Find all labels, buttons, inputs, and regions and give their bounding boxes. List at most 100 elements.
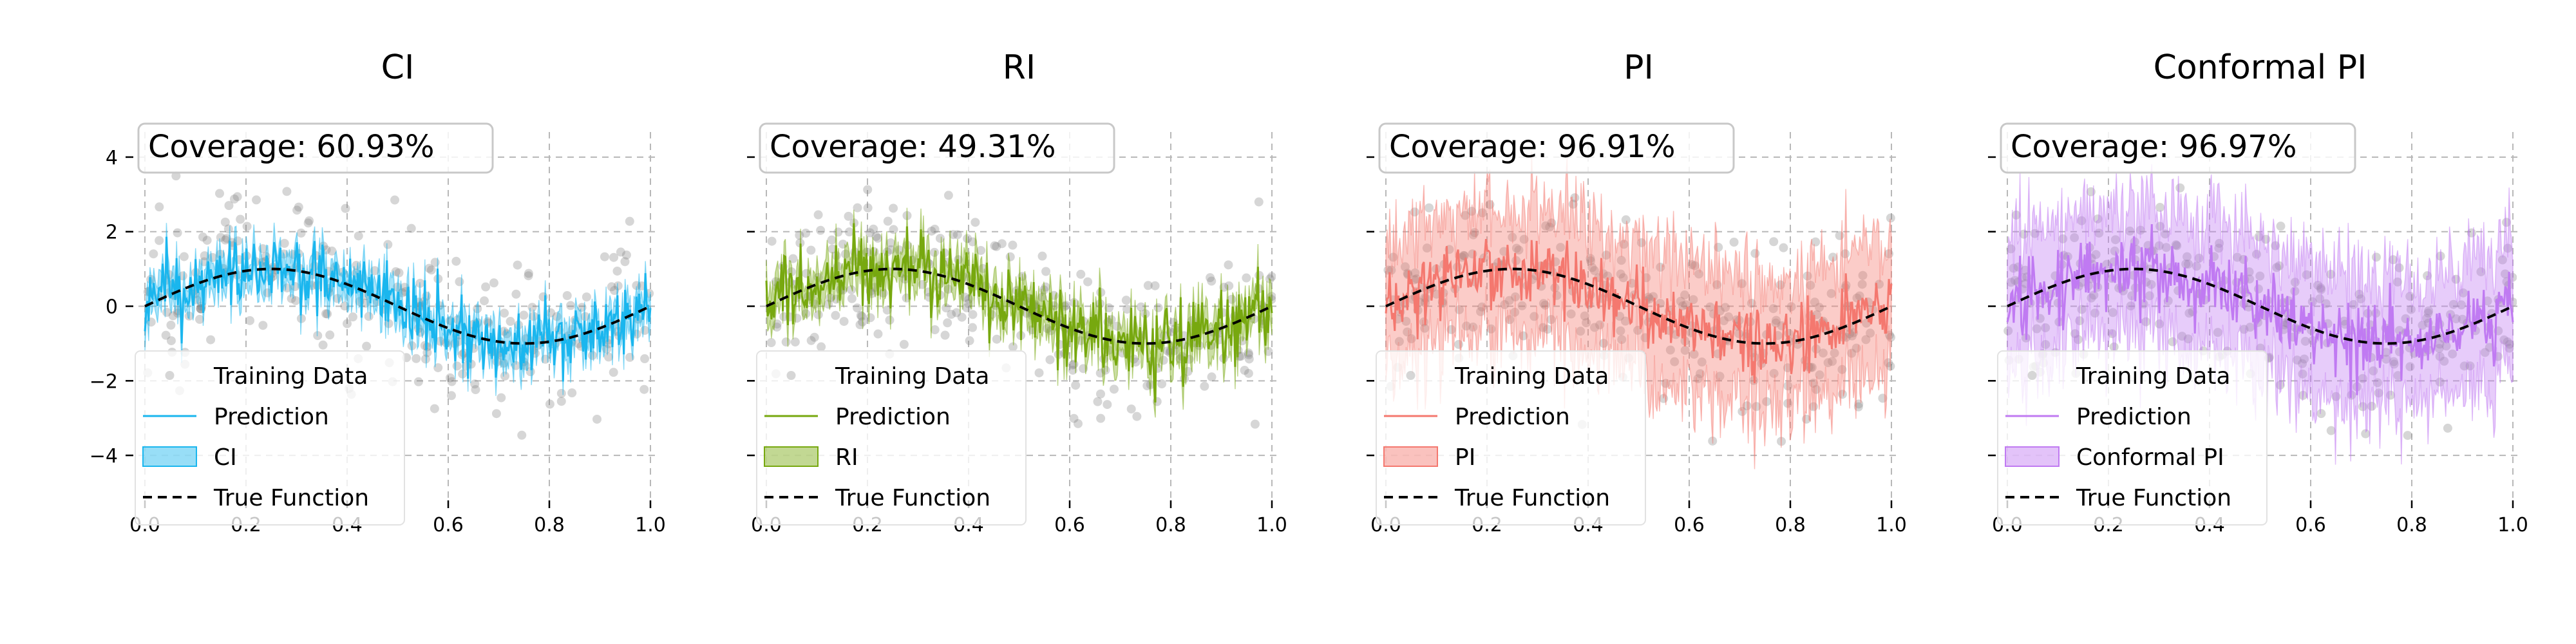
training-data-point bbox=[1783, 381, 1793, 391]
legend-label: True Function bbox=[835, 485, 990, 511]
training-data-point bbox=[2354, 289, 2364, 299]
training-data-point bbox=[524, 271, 533, 281]
training-data-point bbox=[2367, 401, 2376, 411]
training-data-point bbox=[184, 311, 194, 321]
training-data-point bbox=[506, 317, 515, 327]
training-data-point bbox=[863, 185, 873, 194]
panel-title: RI bbox=[1003, 48, 1036, 87]
training-data-point bbox=[2290, 278, 2300, 287]
training-data-point bbox=[340, 301, 350, 311]
training-data-point bbox=[2316, 283, 2325, 293]
training-data-point bbox=[2326, 426, 2336, 435]
training-data-point bbox=[279, 238, 289, 248]
training-data-point bbox=[1510, 307, 1520, 317]
training-data-point bbox=[2009, 263, 2018, 273]
training-data-point bbox=[2003, 326, 2013, 336]
training-data-point bbox=[1461, 211, 1470, 220]
training-data-point bbox=[2010, 276, 2020, 285]
training-data-point bbox=[2271, 241, 2280, 251]
training-data-point bbox=[2073, 335, 2083, 345]
training-data-point bbox=[198, 232, 207, 242]
training-data-point bbox=[2394, 326, 2404, 336]
training-data-point bbox=[2108, 308, 2117, 317]
training-data-point bbox=[2093, 214, 2103, 223]
training-data-point bbox=[1708, 436, 1718, 446]
x-tick-label: 0.8 bbox=[1155, 514, 1186, 536]
training-data-point bbox=[1712, 280, 1722, 290]
training-data-point bbox=[282, 283, 292, 293]
training-data-point bbox=[2214, 243, 2224, 253]
training-data-point bbox=[2451, 274, 2461, 284]
training-data-point bbox=[895, 245, 904, 255]
training-data-point bbox=[446, 373, 455, 383]
training-data-point bbox=[1616, 269, 1625, 279]
training-data-point bbox=[1264, 346, 1273, 356]
interval-band bbox=[766, 207, 1273, 418]
training-data-point bbox=[1227, 294, 1236, 304]
training-data-point bbox=[609, 252, 619, 262]
training-data-point bbox=[567, 388, 577, 398]
training-data-point bbox=[1621, 215, 1631, 225]
legend-handle-training-data bbox=[165, 371, 175, 380]
training-data-point bbox=[1244, 350, 1254, 359]
training-data-point bbox=[1586, 254, 1595, 263]
training-data-point bbox=[2443, 423, 2452, 433]
training-data-point bbox=[287, 294, 296, 303]
training-data-point bbox=[1656, 262, 1665, 272]
training-data-point bbox=[930, 224, 940, 234]
coverage-box: Coverage: 49.31% bbox=[759, 122, 1115, 174]
training-data-point bbox=[1083, 277, 1093, 287]
training-data-point bbox=[1244, 348, 1253, 358]
training-data-point bbox=[1599, 339, 1609, 348]
training-data-point bbox=[1590, 323, 1600, 332]
training-data-point bbox=[806, 245, 816, 255]
training-data-point bbox=[1828, 357, 1837, 366]
training-data-point bbox=[1665, 345, 1675, 355]
training-data-point bbox=[1742, 401, 1752, 411]
training-data-point bbox=[2369, 366, 2378, 375]
training-data-point bbox=[1476, 307, 1486, 316]
training-data-point bbox=[1045, 355, 1055, 365]
training-data-point bbox=[1419, 283, 1428, 292]
legend-handle-training-data bbox=[1406, 371, 1416, 380]
training-data-point bbox=[971, 218, 980, 227]
training-data-point bbox=[1132, 412, 1142, 421]
training-data-point bbox=[1570, 193, 1580, 203]
training-data-point bbox=[844, 211, 853, 221]
training-data-point bbox=[1106, 315, 1116, 325]
training-data-point bbox=[195, 314, 205, 324]
training-data-point bbox=[2298, 369, 2307, 379]
coverage-text: Coverage: 96.97% bbox=[2011, 129, 2297, 165]
training-data-point bbox=[883, 216, 893, 226]
training-data-point bbox=[2275, 261, 2284, 270]
training-data-point bbox=[1504, 296, 1514, 305]
training-data-point bbox=[2316, 409, 2326, 419]
training-data-point bbox=[2086, 187, 2096, 196]
training-data-point bbox=[242, 222, 252, 231]
training-data-point bbox=[1073, 419, 1083, 428]
training-data-point bbox=[1620, 316, 1630, 326]
training-data-point bbox=[224, 201, 234, 211]
training-data-point bbox=[2451, 314, 2461, 323]
training-data-point bbox=[625, 216, 634, 226]
training-data-point bbox=[1566, 309, 1576, 319]
training-data-point bbox=[2500, 269, 2510, 279]
training-data-point bbox=[540, 354, 550, 364]
plot-area bbox=[2003, 164, 2517, 465]
x-tick-label: 0.6 bbox=[433, 514, 464, 536]
training-data-point bbox=[2168, 337, 2177, 346]
training-data-point bbox=[1446, 325, 1456, 334]
legend-handle-training-data bbox=[786, 371, 796, 380]
training-data-point bbox=[361, 298, 370, 308]
training-data-point bbox=[847, 294, 857, 303]
training-data-point bbox=[1200, 381, 1209, 391]
training-data-point bbox=[2141, 317, 2151, 327]
training-data-point bbox=[1690, 261, 1700, 270]
legend-label: True Function bbox=[213, 485, 369, 511]
training-data-point bbox=[616, 247, 625, 257]
training-data-point bbox=[2435, 377, 2445, 387]
training-data-point bbox=[878, 289, 888, 298]
training-data-point bbox=[473, 304, 482, 314]
training-data-point bbox=[2102, 260, 2112, 269]
